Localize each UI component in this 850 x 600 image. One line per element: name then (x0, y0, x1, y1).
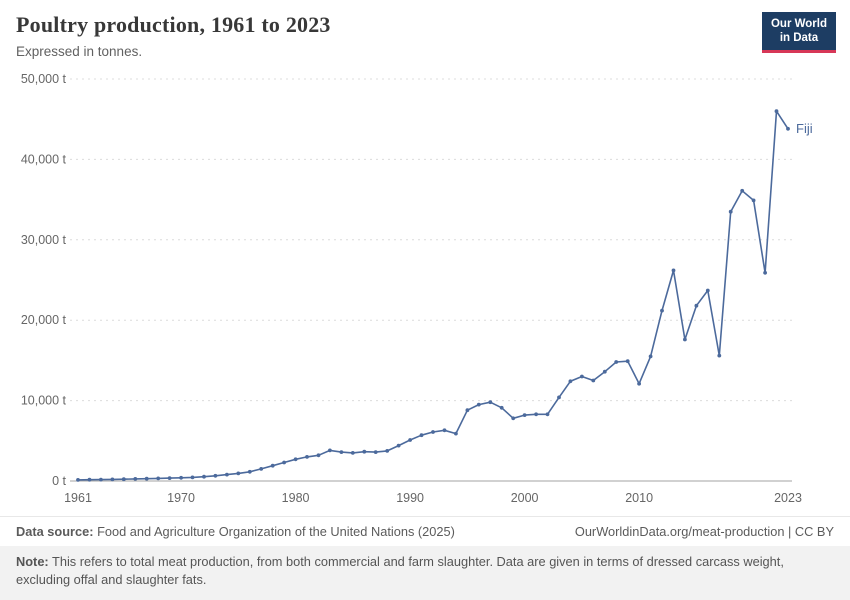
svg-text:50,000 t: 50,000 t (21, 72, 67, 86)
svg-text:30,000 t: 30,000 t (21, 233, 67, 247)
chart-subtitle: Expressed in tonnes. (16, 44, 143, 59)
svg-text:0 t: 0 t (52, 474, 66, 488)
data-source: Data source: Food and Agriculture Organi… (16, 524, 455, 539)
source-row: Data source: Food and Agriculture Organi… (0, 516, 850, 546)
svg-text:40,000 t: 40,000 t (21, 152, 67, 166)
owid-citation-link[interactable]: OurWorldinData.org/meat-production | CC … (574, 523, 834, 539)
note-label: Note: (16, 553, 49, 569)
svg-text:1980: 1980 (282, 491, 310, 505)
owid-logo[interactable]: Our World in Data (761, 12, 836, 53)
svg-text:2010: 2010 (625, 491, 653, 505)
svg-text:1961: 1961 (64, 491, 92, 505)
svg-text:1970: 1970 (167, 491, 195, 505)
page-title: Poultry production, 1961 to 2023 (16, 12, 331, 37)
owid-logo-line2: in Data (779, 32, 819, 45)
svg-text:20,000 t: 20,000 t (21, 313, 67, 327)
chart-footer: Data source: Food and Agriculture Organi… (0, 515, 850, 600)
svg-text:Fiji: Fiji (796, 121, 813, 136)
svg-text:2023: 2023 (774, 491, 802, 505)
data-source-text: Food and Agriculture Organization of the… (93, 523, 455, 539)
poultry-production-line-chart: 0 t 10,000 t 20,000 t 30,000 t 40,000 t 50,00… (21, 72, 813, 505)
note-band: Note: This refers to total meat producti… (0, 545, 850, 600)
chart-header: Poultry production, 1961 to 2023 Express… (0, 0, 850, 61)
data-source-label: Data source: (16, 523, 94, 539)
svg-text:1990: 1990 (396, 491, 424, 505)
svg-text:10,000 t: 10,000 t (21, 394, 67, 408)
owid-logo-line1: Our World (770, 18, 827, 30)
chart-area: 0 t 10,000 t 20,000 t 30,000 t 40,000 t 50,00… (0, 61, 850, 516)
svg-text:2000: 2000 (511, 491, 539, 505)
note-text: This refers to total meat production, fr… (16, 553, 784, 588)
